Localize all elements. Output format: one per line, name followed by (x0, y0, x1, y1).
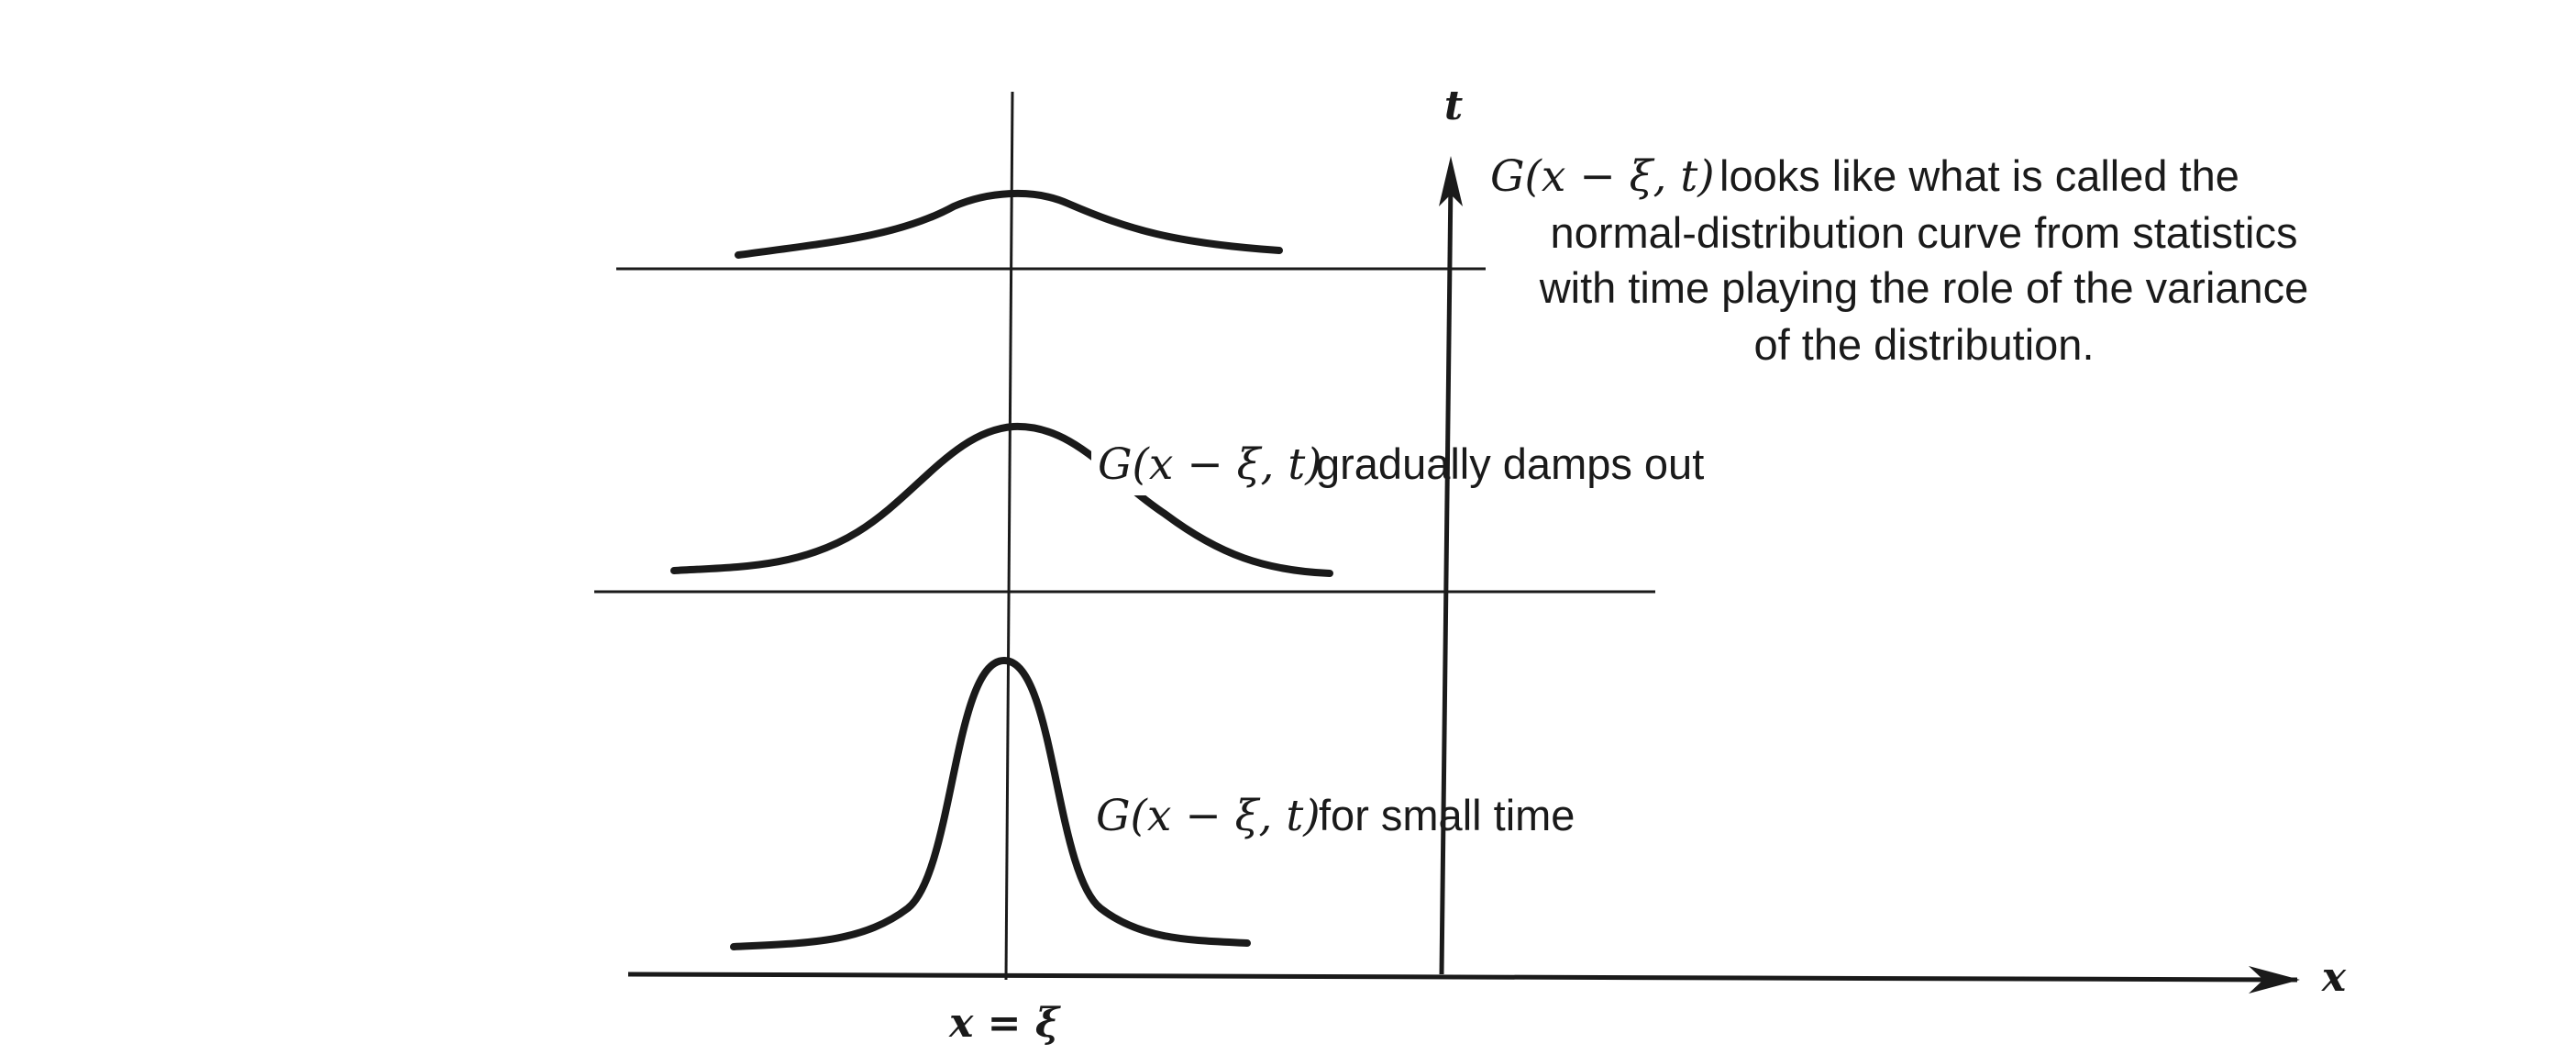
annotation-large-time-line-1: looks like what is called the (1719, 151, 2239, 200)
annotation-medium-time-math: G(x − ξ, t) (1098, 439, 1322, 490)
x-axis (627, 972, 2298, 983)
annotation-medium-time: G(x − ξ, t) gradually damps out (1091, 431, 1704, 495)
curve-large-time (735, 189, 1283, 259)
annotation-large-time: G(x − ξ, t) looks like what is called th… (1490, 151, 2308, 369)
xi-line (1004, 91, 1014, 981)
annotation-small-time: G(x − ξ, t) for small time (1096, 791, 1575, 841)
annotation-large-time-math: G(x − ξ, t) (1490, 151, 1715, 202)
x-xi-tick-label: x = ξ (948, 1000, 1061, 1047)
t-axis-label: t (1444, 83, 1463, 129)
x-axis-arrowhead (2249, 966, 2300, 994)
annotation-small-time-math: G(x − ξ, t) (1096, 791, 1321, 841)
annotation-medium-time-text: gradually damps out (1316, 439, 1704, 488)
curve-small-time (730, 657, 1251, 950)
t-axis (1439, 178, 1454, 975)
annotation-small-time-text: for small time (1319, 791, 1575, 839)
annotation-large-time-line-2: normal-distribution curve from statistic… (1551, 208, 2298, 257)
t-axis-arrowhead (1439, 156, 1463, 206)
annotation-large-time-line-3: with time playing the role of the varian… (1539, 263, 2309, 312)
annotation-large-time-line-4: of the distribution. (1754, 320, 2095, 369)
x-axis-label: x (2321, 954, 2347, 1001)
curve-medium-time (670, 422, 1333, 577)
